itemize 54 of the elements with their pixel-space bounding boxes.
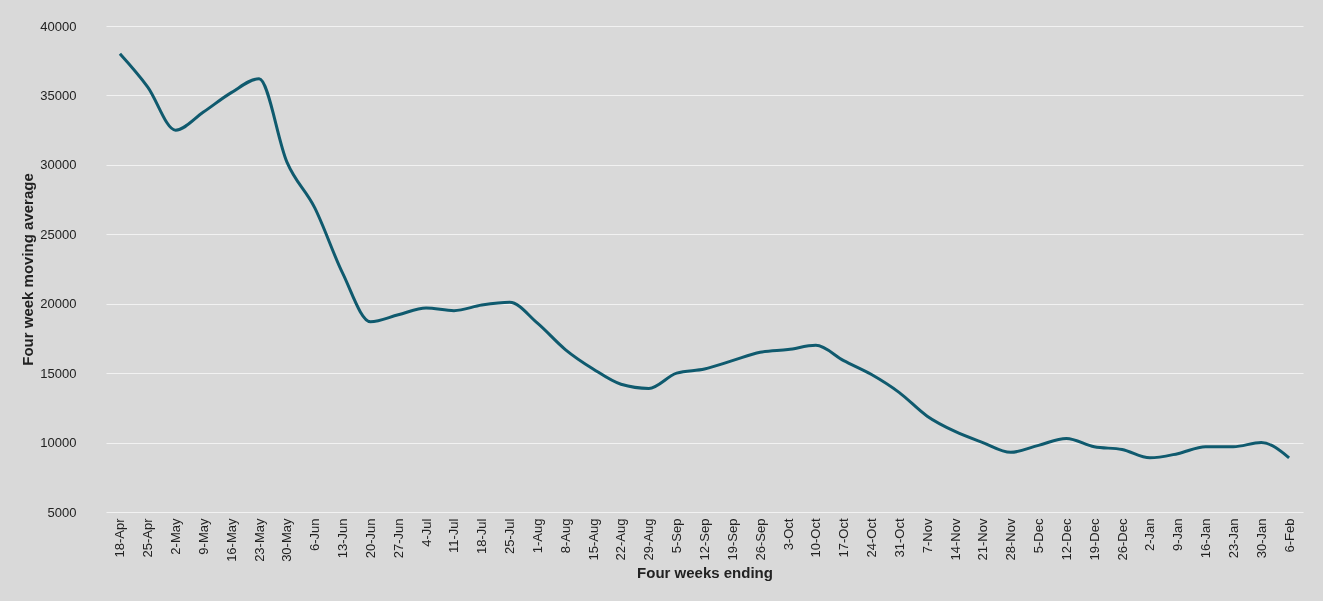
x-tick-label: 16-Jan: [1198, 518, 1214, 559]
x-tick-label: 28-Nov: [1003, 518, 1019, 561]
x-tick-label: 19-Dec: [1086, 518, 1102, 561]
x-tick-label: 2-May: [168, 518, 184, 555]
x-tick-label: 6-Feb: [1281, 518, 1297, 553]
x-tick-label: 19-Sep: [724, 518, 740, 561]
x-tick-label: 31-Oct: [891, 518, 907, 558]
x-tick-label: 8-Aug: [557, 518, 573, 554]
y-tick-label: 30000: [40, 157, 77, 173]
x-tick-label: 12-Dec: [1058, 518, 1074, 561]
x-tick-label: 5-Dec: [1031, 518, 1047, 554]
x-tick-label: 3-Oct: [780, 518, 796, 551]
x-tick-label: 24-Oct: [864, 518, 880, 558]
x-tick-label: 9-Jan: [1170, 518, 1186, 552]
y-tick-label: 15000: [40, 365, 77, 381]
x-tick-label: 25-Apr: [140, 517, 156, 558]
x-tick-label: 5-Sep: [669, 518, 685, 554]
x-tick-label: 26-Dec: [1114, 518, 1130, 561]
x-tick-label: 30-May: [279, 518, 295, 562]
y-tick-label: 10000: [40, 435, 77, 451]
x-tick-label: 26-Sep: [752, 518, 768, 561]
y-tick-label: 35000: [40, 87, 77, 103]
x-tick-label: 27-Jun: [390, 518, 406, 559]
x-tick-label: 25-Jul: [502, 518, 518, 554]
x-tick-label: 21-Nov: [975, 518, 991, 561]
x-tick-label: 22-Aug: [613, 518, 629, 561]
x-axis-title: Four weeks ending: [637, 563, 773, 581]
x-tick-label: 2-Jan: [1142, 518, 1158, 552]
x-tick-label: 23-Jan: [1225, 518, 1241, 559]
y-tick-label: 20000: [40, 296, 77, 312]
line-series: [118, 52, 1291, 460]
x-tick-label: 4-Jul: [418, 518, 434, 547]
x-tick-label: 20-Jun: [362, 518, 378, 559]
y-tick-label: 40000: [40, 18, 77, 34]
x-tick-label: 6-Jun: [307, 518, 323, 552]
x-tick-label: 18-Apr: [112, 517, 128, 558]
x-tick-label: 9-May: [195, 518, 211, 555]
x-tick-label: 30-Jan: [1253, 518, 1269, 559]
x-tick-label: 17-Oct: [836, 518, 852, 558]
y-tick-label: 25000: [40, 226, 77, 242]
x-tick-label: 11-Jul: [446, 518, 462, 553]
x-tick-label: 29-Aug: [641, 518, 657, 561]
x-tick-label: 16-May: [223, 518, 239, 562]
x-tick-label: 7-Nov: [919, 518, 935, 554]
x-tick-label: 14-Nov: [947, 518, 963, 561]
x-tick-label: 12-Sep: [697, 518, 712, 561]
x-tick-label: 23-May: [251, 518, 267, 562]
x-tick-label: 10-Oct: [808, 518, 824, 558]
x-tick-label: 18-Jul: [474, 518, 490, 554]
x-tick-label: 15-Aug: [585, 518, 601, 561]
x-tick-label: 13-Jun: [335, 518, 351, 559]
y-axis-title: Four week moving average: [19, 173, 37, 366]
x-tick-label: 1-Aug: [529, 518, 545, 554]
y-tick-label: 5000: [47, 504, 77, 520]
